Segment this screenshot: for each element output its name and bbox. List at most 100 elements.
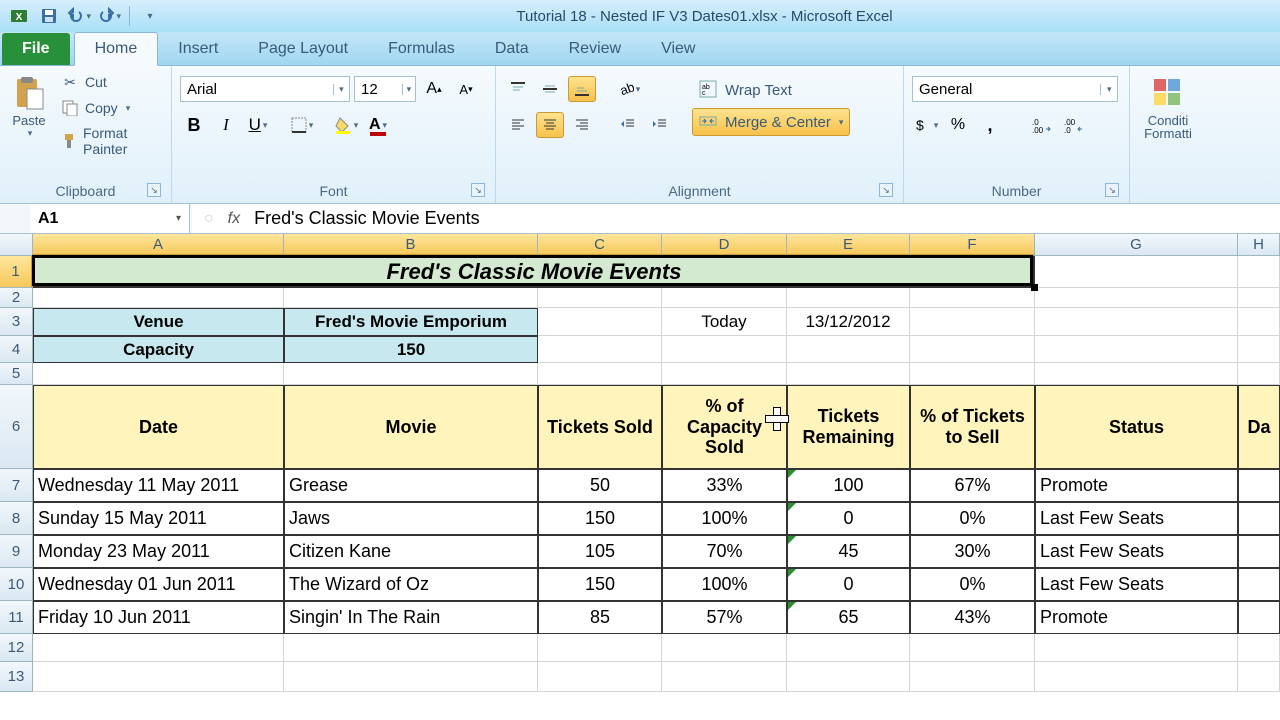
cell[interactable]: Tickets Sold <box>538 385 662 469</box>
font-color-button[interactable]: A▾ <box>364 112 392 138</box>
comma-button[interactable]: , <box>976 112 1004 138</box>
col-header[interactable]: F <box>910 234 1035 256</box>
cell[interactable] <box>787 634 910 662</box>
shrink-font-button[interactable]: A▾ <box>452 76 480 102</box>
cell[interactable] <box>538 662 662 692</box>
cell[interactable] <box>33 662 284 692</box>
name-box[interactable]: ▾ <box>30 204 190 233</box>
grow-font-button[interactable]: A▴ <box>420 76 448 102</box>
cell[interactable] <box>33 363 284 385</box>
align-left-button[interactable] <box>504 112 532 138</box>
file-tab[interactable]: File <box>2 33 70 65</box>
cell[interactable] <box>1238 502 1280 535</box>
cell[interactable]: The Wizard of Oz <box>284 568 538 601</box>
row-header[interactable]: 8 <box>0 502 33 535</box>
cell[interactable]: 150 <box>538 568 662 601</box>
cell[interactable]: 105 <box>538 535 662 568</box>
alignment-launcher-icon[interactable]: ↘ <box>879 183 893 197</box>
cell[interactable]: Today <box>662 308 787 336</box>
font-size-input[interactable] <box>355 81 402 98</box>
cell[interactable] <box>1238 256 1280 288</box>
cell[interactable]: 100% <box>662 502 787 535</box>
cell[interactable]: 45 <box>787 535 910 568</box>
cell[interactable]: Fred's Movie Emporium <box>284 308 538 336</box>
cell[interactable] <box>662 634 787 662</box>
cell[interactable]: 57% <box>662 601 787 634</box>
qat-customize-icon[interactable]: ▾ <box>137 4 163 28</box>
wrap-text-button[interactable]: abcWrap Text <box>692 76 850 104</box>
cell[interactable]: Promote <box>1035 601 1238 634</box>
cell[interactable]: Capacity <box>33 336 284 363</box>
cell[interactable] <box>1238 634 1280 662</box>
row-header[interactable]: 9 <box>0 535 33 568</box>
cell[interactable] <box>662 336 787 363</box>
cell[interactable] <box>33 634 284 662</box>
cell[interactable]: Monday 23 May 2011 <box>33 535 284 568</box>
cell[interactable] <box>787 288 910 308</box>
tab-insert[interactable]: Insert <box>158 33 238 65</box>
align-right-button[interactable] <box>568 112 596 138</box>
col-header[interactable]: D <box>662 234 787 256</box>
cell[interactable] <box>1238 662 1280 692</box>
dropdown-icon[interactable]: ▾ <box>1100 84 1117 95</box>
fill-color-button[interactable]: ▾ <box>332 112 360 138</box>
paste-button[interactable]: Paste ▾ <box>8 70 50 144</box>
undo-icon[interactable]: ▾ <box>66 4 92 28</box>
cell[interactable]: Venue <box>33 308 284 336</box>
cell[interactable] <box>1035 634 1238 662</box>
copy-button[interactable]: Copy▾ <box>56 96 163 120</box>
font-launcher-icon[interactable]: ↘ <box>471 183 485 197</box>
orientation-button[interactable]: ab▾ <box>614 76 642 102</box>
cell[interactable] <box>1238 535 1280 568</box>
row-header[interactable]: 13 <box>0 662 33 692</box>
cell[interactable]: Da <box>1238 385 1280 469</box>
col-header[interactable]: A <box>33 234 284 256</box>
cell[interactable] <box>284 662 538 692</box>
font-name-input[interactable] <box>181 81 333 98</box>
cell[interactable] <box>910 363 1035 385</box>
cut-button[interactable]: ✂Cut <box>56 70 163 94</box>
col-header[interactable]: G <box>1035 234 1238 256</box>
cell[interactable]: 85 <box>538 601 662 634</box>
decrease-decimal-button[interactable]: .00.0 <box>1060 112 1088 138</box>
clipboard-launcher-icon[interactable]: ↘ <box>147 183 161 197</box>
cell[interactable] <box>1238 568 1280 601</box>
redo-icon[interactable]: ▾ <box>96 4 122 28</box>
cell[interactable] <box>538 308 662 336</box>
cell[interactable]: Status <box>1035 385 1238 469</box>
cell[interactable]: Tickets Remaining <box>787 385 910 469</box>
row-header[interactable]: 12 <box>0 634 33 662</box>
cell[interactable] <box>787 336 910 363</box>
cell[interactable] <box>787 363 910 385</box>
select-all-corner[interactable] <box>0 234 33 256</box>
tab-review[interactable]: Review <box>549 33 641 65</box>
percent-button[interactable]: % <box>944 112 972 138</box>
tab-page-layout[interactable]: Page Layout <box>238 33 368 65</box>
row-header[interactable]: 7 <box>0 469 33 502</box>
tab-view[interactable]: View <box>641 33 715 65</box>
cell[interactable]: 43% <box>910 601 1035 634</box>
cell[interactable] <box>1035 288 1238 308</box>
cell[interactable]: 0% <box>910 568 1035 601</box>
increase-decimal-button[interactable]: .0.00 <box>1028 112 1056 138</box>
align-middle-button[interactable] <box>536 76 564 102</box>
cell[interactable] <box>662 288 787 308</box>
cell[interactable] <box>1035 363 1238 385</box>
cell[interactable] <box>910 634 1035 662</box>
cell[interactable] <box>33 288 284 308</box>
cell[interactable]: % of Tickets to Sell <box>910 385 1035 469</box>
cell[interactable] <box>787 662 910 692</box>
row-header[interactable]: 11 <box>0 601 33 634</box>
formula-input[interactable] <box>254 208 1268 229</box>
cell[interactable]: Citizen Kane <box>284 535 538 568</box>
col-header[interactable]: B <box>284 234 538 256</box>
cell[interactable]: Friday 10 Jun 2011 <box>33 601 284 634</box>
accounting-format-button[interactable]: $▾ <box>912 112 940 138</box>
cell[interactable]: Date <box>33 385 284 469</box>
dropdown-icon[interactable]: ▾ <box>333 84 349 95</box>
cell[interactable] <box>662 662 787 692</box>
cell[interactable]: 0 <box>787 502 910 535</box>
cell[interactable]: Promote <box>1035 469 1238 502</box>
col-header[interactable]: C <box>538 234 662 256</box>
cell[interactable] <box>1238 469 1280 502</box>
